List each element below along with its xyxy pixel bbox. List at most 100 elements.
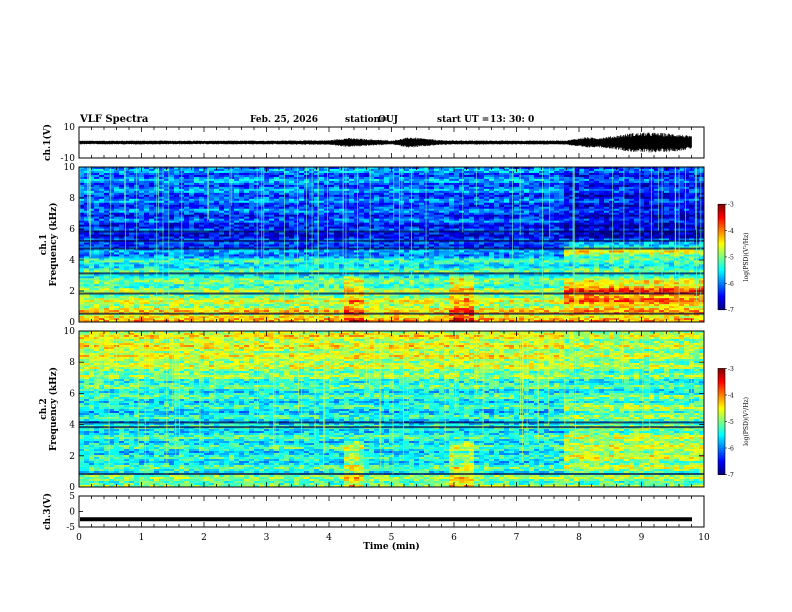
spectrogram-cell	[164, 308, 170, 311]
spectrogram-cell	[99, 214, 105, 218]
spectrogram-cell	[294, 236, 300, 239]
spectrogram-cell	[219, 250, 225, 253]
spectrogram-cell	[134, 284, 140, 287]
spectrogram-cell	[139, 192, 145, 196]
spectrogram-cell	[119, 294, 125, 297]
spectrogram-cell	[269, 220, 275, 224]
spectrogram-cell	[119, 278, 125, 281]
spectrogram-cell	[249, 210, 255, 214]
spectrogram-cell	[79, 188, 85, 192]
spectrogram-cell	[294, 224, 300, 228]
spectrogram-cell	[179, 288, 185, 291]
spectrogram-cell	[184, 296, 190, 299]
spectrogram-cell	[194, 296, 200, 299]
spectrogram-cell	[244, 200, 250, 204]
spectrogram-cell	[89, 236, 95, 239]
spectrogram-cell	[244, 226, 250, 230]
spectrogram-cell	[239, 196, 245, 200]
spectrogram-cell	[114, 182, 120, 186]
spectrogram-cell	[284, 172, 290, 176]
spectrogram-cell	[84, 184, 90, 188]
spectrogram-cell	[254, 188, 260, 192]
spectrogram-cell	[219, 310, 225, 313]
spectrogram-cell	[169, 278, 175, 281]
spectrogram-cell	[104, 196, 110, 200]
spectrogram-cell	[109, 286, 115, 289]
spectrogram-cell	[134, 304, 140, 307]
spectrogram-cell	[184, 214, 190, 218]
spectrogram-cell	[149, 234, 155, 237]
spectrogram-cell	[244, 244, 250, 247]
spectrogram-cell	[184, 238, 190, 241]
spectrogram-cell	[169, 196, 175, 200]
spectrogram-cell	[259, 278, 265, 281]
spectrogram-cell	[244, 228, 250, 231]
spectrogram-cell	[124, 306, 130, 309]
spectrogram-cell	[104, 254, 110, 257]
spectrogram-cell	[179, 300, 185, 303]
spectrogram-cell	[244, 178, 250, 182]
spectrogram-cell	[289, 262, 295, 265]
spectrogram-cell	[229, 304, 235, 307]
spectrogram-cell	[144, 228, 150, 231]
spectrogram-cell	[129, 278, 135, 281]
spectrogram-cell	[89, 172, 95, 176]
spectrogram-cell	[199, 198, 205, 202]
spectrogram-cell	[239, 210, 245, 214]
spectrogram-cell	[264, 268, 270, 271]
spectrogram-cell	[114, 212, 120, 216]
spectrogram-cell	[279, 306, 285, 309]
spectrogram-cell	[184, 274, 190, 277]
spectrogram-cell	[109, 298, 115, 301]
spectrogram-cell	[99, 316, 105, 319]
spectrogram-cell	[199, 286, 205, 289]
spectrogram-cell	[169, 296, 175, 299]
spectrogram-cell	[224, 184, 230, 188]
spectrogram-cell	[254, 242, 260, 245]
spectrogram-cell	[199, 294, 205, 297]
spectrogram-1	[79, 167, 705, 323]
spectrogram-cell	[214, 200, 220, 204]
spectrogram-cell	[184, 234, 190, 237]
spectrogram-cell	[219, 264, 225, 267]
spectrogram-cell	[104, 242, 110, 245]
spectrogram-cell	[164, 300, 170, 303]
spectrogram-cell	[189, 180, 195, 184]
spectrogram-cell	[119, 310, 125, 313]
spectrogram-cell	[94, 314, 100, 317]
spectrogram-cell	[219, 182, 225, 186]
spectrogram-cell	[289, 284, 295, 287]
spectrogram-cell	[299, 172, 305, 176]
spectrogram-cell	[269, 284, 275, 287]
spectrogram-cell	[139, 204, 145, 208]
spectrogram-cell	[249, 320, 255, 323]
spectrogram-cell	[99, 167, 105, 170]
spectrogram-cell	[89, 186, 95, 190]
spectrogram-cell	[94, 226, 100, 230]
spectrogram-cell	[284, 316, 290, 319]
spectrogram-cell	[149, 248, 155, 251]
spectrogram-cell	[224, 218, 230, 222]
spectrogram-cell	[99, 206, 105, 210]
spectrogram-cell	[149, 176, 155, 180]
spectrogram-cell	[214, 284, 220, 287]
spectrogram-cell	[224, 310, 230, 313]
spectrogram-cell	[164, 280, 170, 283]
spectrogram-cell	[194, 192, 200, 196]
spectrogram-cell	[89, 310, 95, 313]
spectrogram-cell	[174, 256, 180, 259]
spectrogram-cell	[229, 284, 235, 287]
spectrogram-cell	[194, 254, 200, 257]
spectrogram-cell	[164, 256, 170, 259]
spectrogram-cell	[214, 286, 220, 289]
spectrogram-cell	[99, 278, 105, 281]
spectrogram-cell	[189, 208, 195, 212]
spectrogram-cell	[149, 167, 155, 170]
spectrogram-cell	[149, 196, 155, 200]
spectrogram-cell	[249, 228, 255, 231]
spectrogram-cell	[144, 256, 150, 259]
spectrogram-cell	[84, 244, 90, 247]
spectrogram-cell	[124, 208, 130, 212]
spectrogram-cell	[89, 174, 95, 178]
spectrogram-cell	[264, 304, 270, 307]
